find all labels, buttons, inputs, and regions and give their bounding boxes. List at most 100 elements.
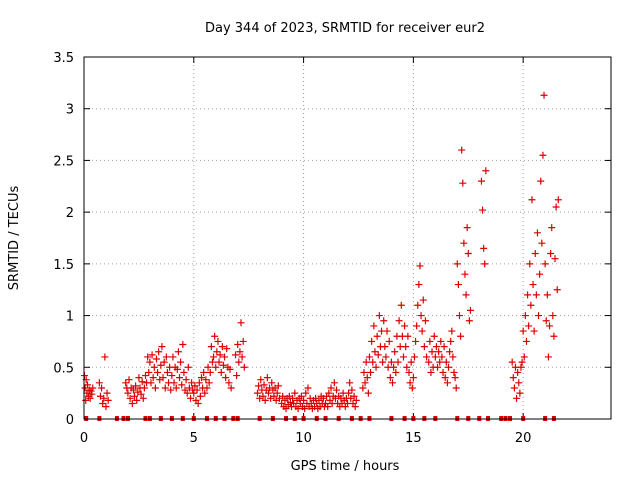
- data-point: [236, 348, 244, 356]
- data-point: [528, 196, 536, 204]
- data-point: [227, 384, 235, 392]
- y-tick-label: 3.5: [53, 51, 74, 66]
- data-point: [464, 250, 472, 258]
- data-point: [170, 379, 178, 387]
- data-point: [445, 363, 453, 371]
- data-point: [346, 379, 354, 387]
- y-tick-label: 2: [66, 206, 74, 221]
- data-point: [176, 374, 184, 382]
- y-tick-label: 0.5: [53, 361, 74, 376]
- data-point: [442, 358, 450, 366]
- data-point: [217, 368, 225, 376]
- plot-frame: [83, 56, 612, 420]
- data-point: [99, 399, 107, 407]
- data-point: [546, 322, 554, 330]
- data-point: [403, 363, 411, 371]
- data-point: [415, 281, 423, 289]
- data-point: [180, 368, 188, 376]
- data-point: [373, 332, 381, 340]
- data-point: [370, 322, 378, 330]
- data-point: [438, 353, 446, 361]
- data-point: [196, 392, 204, 400]
- data-point: [479, 206, 487, 214]
- data-point: [148, 351, 156, 359]
- data-point: [88, 390, 96, 398]
- data-point: [186, 394, 194, 402]
- data-point: [458, 146, 466, 154]
- data-point: [348, 386, 356, 394]
- data-point: [553, 286, 561, 294]
- data-point: [423, 353, 431, 361]
- data-point: [420, 343, 428, 351]
- data-point: [407, 358, 415, 366]
- data-point: [221, 353, 229, 361]
- data-point: [203, 384, 211, 392]
- data-point: [270, 392, 278, 400]
- x-tick-label: 0: [80, 431, 88, 446]
- data-point: [297, 392, 305, 400]
- data-point: [101, 353, 109, 361]
- data-point: [212, 363, 220, 371]
- data-point: [517, 363, 525, 371]
- data-point: [174, 348, 182, 356]
- data-point: [169, 353, 177, 361]
- data-point: [450, 368, 458, 376]
- data-point: [215, 358, 223, 366]
- data-point: [508, 358, 516, 366]
- data-point: [291, 389, 299, 397]
- data-point: [362, 358, 370, 366]
- data-point: [172, 384, 180, 392]
- data-point: [141, 372, 149, 380]
- data-point: [375, 312, 383, 320]
- data-point: [154, 368, 162, 376]
- data-point: [480, 244, 488, 252]
- data-point: [536, 270, 544, 278]
- data-point: [359, 384, 367, 392]
- data-point: [526, 260, 534, 268]
- data-point: [454, 281, 462, 289]
- data-point: [125, 376, 133, 384]
- data-point: [300, 396, 308, 404]
- data-point: [374, 351, 382, 359]
- data-point: [155, 348, 163, 356]
- data-point: [382, 353, 390, 361]
- data-point: [543, 291, 551, 299]
- data-point: [516, 389, 524, 397]
- data-point: [410, 353, 418, 361]
- data-point: [530, 327, 538, 335]
- data-point: [145, 368, 153, 376]
- data-point: [395, 317, 403, 325]
- data-point: [466, 306, 474, 314]
- data-point: [447, 337, 455, 345]
- data-point: [260, 381, 268, 389]
- data-point: [441, 374, 449, 382]
- y-tick-label: 3: [66, 103, 74, 118]
- data-point: [524, 291, 532, 299]
- data-point: [548, 224, 556, 232]
- data-points: [80, 91, 562, 413]
- data-point: [520, 353, 528, 361]
- data-point: [179, 341, 187, 349]
- tick-labels: 0 5 10 15 20 0 0.5 1 1.5 2 2.5 3 3.5: [53, 51, 531, 446]
- data-point: [425, 358, 433, 366]
- y-axis-label: SRMTID / TECUs: [7, 186, 22, 291]
- data-point: [216, 351, 224, 359]
- data-point: [389, 379, 397, 387]
- data-point: [345, 389, 353, 397]
- data-point: [103, 389, 111, 397]
- data-point: [190, 389, 198, 397]
- data-point: [253, 389, 261, 397]
- data-point: [465, 317, 473, 325]
- data-point: [383, 327, 391, 335]
- data-point: [406, 379, 414, 387]
- data-point: [274, 382, 282, 390]
- data-point: [268, 379, 276, 387]
- data-point: [387, 358, 395, 366]
- data-point: [239, 337, 247, 345]
- data-point: [183, 389, 191, 397]
- data-point: [414, 301, 422, 309]
- data-point: [538, 239, 546, 247]
- data-point: [453, 260, 461, 268]
- data-point: [132, 382, 140, 390]
